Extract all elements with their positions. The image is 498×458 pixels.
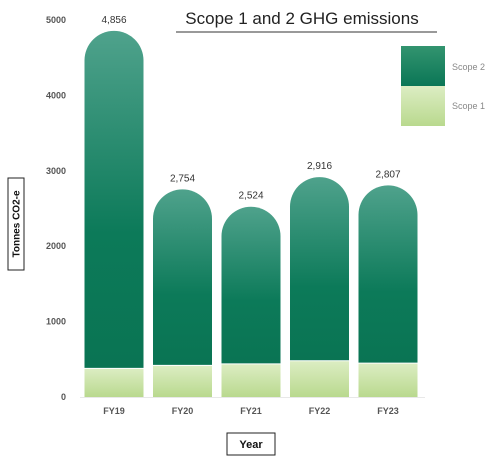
y-axis-title-box: Tonnes CO2-e (7, 177, 25, 271)
x-tick-label: FY22 (309, 406, 331, 416)
legend-label-scope-2: Scope 2 (452, 62, 485, 72)
data-labels: 4,856 2,754 2,524 2,916 2,807 (101, 15, 400, 202)
data-label: 2,754 (170, 173, 195, 184)
x-tick-label: FY23 (377, 406, 399, 416)
bar-scope-2 (153, 189, 212, 366)
x-tick-label: FY21 (240, 406, 262, 416)
y-tick-label: 4000 (46, 90, 66, 100)
bar-scope-1 (358, 363, 418, 397)
bar-scope-1 (221, 363, 281, 397)
x-axis-title-box: Year (226, 432, 276, 456)
y-axis-title: Tonnes CO2-e (12, 190, 23, 257)
y-tick-label: 1000 (46, 317, 66, 327)
data-label: 2,524 (238, 191, 263, 202)
bar-scope-1 (290, 360, 349, 397)
bar-scope-1 (84, 368, 144, 397)
bars (80, 30, 425, 398)
x-axis: FY19 FY20 FY21 FY22 FY23 (103, 406, 399, 416)
legend-swatch-scope-2 (401, 46, 445, 86)
legend-label-scope-1: Scope 1 (452, 101, 485, 111)
x-axis-title: Year (239, 439, 263, 451)
x-tick-label: FY20 (172, 406, 194, 416)
bar-scope-2 (221, 206, 281, 364)
legend-swatch-scope-1 (401, 86, 445, 126)
data-label: 2,807 (375, 169, 400, 180)
y-tick-label: 3000 (46, 166, 66, 176)
bar-scope-1 (153, 365, 212, 397)
bar-scope-2 (84, 30, 144, 369)
y-tick-label: 2000 (46, 241, 66, 251)
x-tick-label: FY19 (103, 406, 125, 416)
y-tick-label: 5000 (46, 15, 66, 25)
bar-scope-2 (290, 177, 349, 361)
y-axis: 0 1000 2000 3000 4000 5000 (46, 15, 66, 402)
bar-scope-2 (358, 185, 418, 364)
y-tick-label: 0 (61, 392, 66, 402)
data-label: 4,856 (101, 15, 126, 26)
legend: Scope 2 Scope 1 (401, 46, 485, 126)
chart-title: Scope 1 and 2 GHG emissions (185, 9, 418, 28)
data-label: 2,916 (307, 161, 332, 172)
